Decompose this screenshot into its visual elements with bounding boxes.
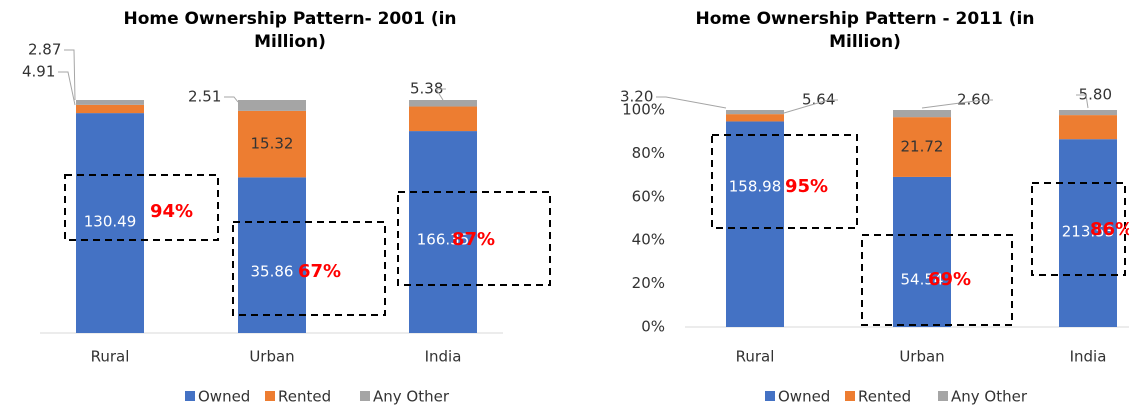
x-tick-label: Urban: [899, 348, 944, 366]
x-tick-label: Urban: [249, 348, 294, 366]
highlight-box: [232, 221, 386, 316]
data-label: 54.54: [901, 271, 944, 289]
x-tick-label: India: [1070, 348, 1107, 366]
data-label: 35.86: [251, 263, 294, 281]
bar-segment: [1059, 110, 1117, 116]
bar-segment: [409, 131, 477, 333]
bar-segment: [1059, 139, 1117, 327]
legend-label: Rented: [278, 388, 331, 406]
bar-segment: [238, 100, 306, 111]
y-tick-label: 20%: [632, 274, 665, 292]
bar-segment: [76, 104, 144, 114]
x-tick-label: Rural: [736, 348, 775, 366]
bar-segment: [409, 100, 477, 107]
legend-swatch: [845, 391, 855, 401]
data-label: 4.91: [22, 63, 55, 81]
leader-line: [58, 71, 76, 106]
x-tick-label: Rural: [91, 348, 130, 366]
annotation: 69%: [928, 269, 971, 290]
annotation: 87%: [452, 229, 495, 250]
leader-line: [1076, 94, 1089, 109]
data-label: 5.38: [410, 80, 443, 98]
x-tick-label: India: [425, 348, 462, 366]
legend-label: Any Other: [951, 388, 1028, 406]
bar-segment: [893, 176, 951, 327]
annotation: 95%: [785, 176, 828, 197]
legend-label: Owned: [198, 388, 250, 406]
legend-swatch: [360, 391, 370, 401]
annotation: 67%: [298, 261, 341, 282]
highlight-box: [711, 134, 858, 229]
highlight-box: [1031, 182, 1126, 276]
bar-segment: [76, 100, 144, 105]
legend-swatch: [765, 391, 775, 401]
data-label: 21.72: [901, 138, 944, 156]
annotation: 86%: [1090, 219, 1129, 240]
bar-segment: [893, 117, 951, 177]
data-label: 5.64: [802, 91, 835, 109]
data-label: 3.20: [620, 88, 653, 106]
bar-segment: [409, 106, 477, 132]
data-label: 15.32: [251, 135, 294, 153]
data-label: 166.35: [417, 231, 470, 249]
chart-title: Home Ownership Pattern - 2011 (in Millio…: [695, 9, 1035, 52]
data-label: 2.51: [188, 88, 221, 106]
legend-swatch: [185, 391, 195, 401]
highlight-box: [861, 234, 1013, 326]
bar-segment: [76, 113, 144, 334]
data-label: 158.98: [729, 178, 782, 196]
data-label: 130.49: [84, 213, 137, 231]
leader-line: [656, 96, 727, 109]
data-label: 2.87: [28, 41, 61, 59]
leader-line: [435, 88, 446, 101]
annotation: 94%: [150, 201, 193, 222]
y-tick-label: 60%: [632, 187, 665, 205]
y-tick-label: 80%: [632, 144, 665, 162]
legend-swatch: [938, 391, 948, 401]
bar-segment: [726, 121, 784, 328]
highlight-box: [397, 191, 551, 286]
highlight-box: [64, 174, 219, 241]
bar-segment: [238, 177, 306, 333]
leader-line: [921, 99, 993, 109]
legend-label: Any Other: [373, 388, 450, 406]
chart-title: Home Ownership Pattern- 2001 (in Million…: [123, 9, 457, 52]
y-tick-label: 40%: [632, 231, 665, 249]
data-label: 2.60: [957, 91, 990, 109]
bar-segment: [726, 114, 784, 122]
legend-swatch: [265, 391, 275, 401]
y-tick-label: 0%: [641, 318, 665, 336]
leader-line: [783, 99, 838, 114]
bar-segment: [1059, 115, 1117, 140]
leader-line: [64, 49, 76, 101]
y-tick-label: 100%: [622, 101, 665, 119]
bar-segment: [238, 110, 306, 178]
leader-line: [224, 96, 239, 103]
bar-segment: [893, 110, 951, 118]
legend-label: Rented: [858, 388, 911, 406]
legend-label: Owned: [778, 388, 830, 406]
bar-segment: [726, 110, 784, 115]
data-label: 213.53: [1062, 223, 1115, 241]
